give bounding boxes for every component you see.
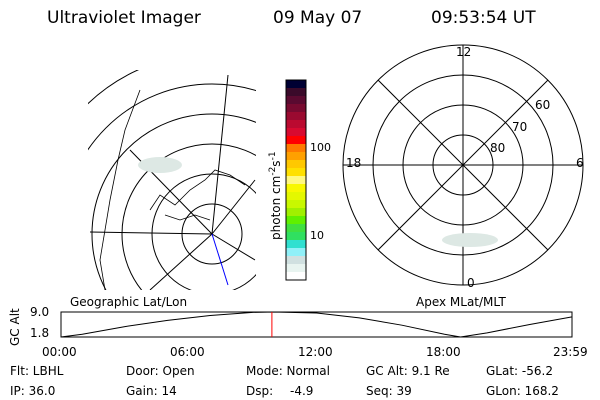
mode-status: Mode: Normal xyxy=(246,364,330,378)
colorbar-frame xyxy=(285,79,307,281)
colorbar-swatch xyxy=(286,264,306,273)
gain-status: Gain: 14 xyxy=(126,384,177,398)
mlt-label-12: 12 xyxy=(456,45,472,59)
x-tick-2359: 23:59 xyxy=(553,345,588,359)
geographic-label: Geographic Lat/Lon xyxy=(70,295,188,309)
colorbar-tick-100: 100 xyxy=(310,141,331,154)
colorbar-swatch xyxy=(286,80,306,89)
polar-plot xyxy=(342,44,584,286)
colorbar-swatch xyxy=(286,256,306,265)
colorbar-swatch xyxy=(286,200,306,209)
colorbar-swatch xyxy=(286,208,306,217)
colorbar-swatch xyxy=(286,104,306,113)
colorbar-swatch xyxy=(286,176,306,185)
colorbar-tick-10: 10 xyxy=(310,229,324,242)
glon-status: GLon: 168.2 xyxy=(486,384,559,398)
mlt-label-0: 0 xyxy=(467,276,475,290)
door-status: Door: Open xyxy=(126,364,195,378)
colorbar-swatch xyxy=(286,192,306,201)
x-tick-0600: 06:00 xyxy=(170,345,205,359)
colorbar xyxy=(286,80,306,281)
x-tick-1200: 12:00 xyxy=(298,345,333,359)
colorbar-swatch xyxy=(286,120,306,129)
glat-status: GLat: -56.2 xyxy=(486,364,553,378)
date-label: 09 May 07 xyxy=(273,8,363,28)
colorbar-swatch xyxy=(286,88,306,97)
colorbar-swatch xyxy=(286,168,306,177)
colorbar-swatch xyxy=(286,112,306,121)
x-tick-0000: 00:00 xyxy=(42,345,77,359)
colorbar-swatch xyxy=(286,136,306,145)
filter-status: Flt: LBHL xyxy=(10,364,64,378)
altitude-plot-frame xyxy=(60,311,573,338)
colorbar-swatch xyxy=(286,272,306,281)
dsp-label: Dsp: xyxy=(246,384,274,398)
colorbar-swatch xyxy=(286,152,306,161)
colorbar-swatch xyxy=(286,128,306,137)
ip-status: IP: 36.0 xyxy=(10,384,56,398)
colorbar-swatch xyxy=(286,144,306,153)
colorbar-swatch xyxy=(286,216,306,225)
colorbar-swatch xyxy=(286,248,306,257)
y-tick-min: 1.8 xyxy=(30,326,50,340)
colorbar-swatch xyxy=(286,96,306,105)
apex-label: Apex MLat/MLT xyxy=(416,295,506,309)
gc-alt-status: GC Alt: 9.1 Re xyxy=(366,364,450,378)
colorbar-swatch xyxy=(286,184,306,193)
altitude-line xyxy=(60,311,573,338)
seq-status: Seq: 39 xyxy=(366,384,412,398)
lat-label-60: 60 xyxy=(535,98,551,112)
colorbar-swatch xyxy=(286,240,306,249)
y-tick-max: 9.0 xyxy=(30,305,50,319)
instrument-title: Ultraviolet Imager xyxy=(47,8,201,28)
colorbar-swatch xyxy=(286,224,306,233)
lat-label-80: 80 xyxy=(490,141,506,155)
time-label: 09:53:54 UT xyxy=(431,8,536,28)
lat-label-70: 70 xyxy=(512,120,528,134)
colorbar-swatch xyxy=(286,160,306,169)
colorbar-swatch xyxy=(286,232,306,241)
colorbar-label: photon cm-2s-1 xyxy=(268,151,283,240)
mlt-label-18: 18 xyxy=(346,156,362,170)
mlt-label-6: 6 xyxy=(576,156,584,170)
dsp-value: -4.9 xyxy=(290,384,314,398)
altitude-axis-label: GC Alt xyxy=(8,308,22,346)
x-tick-1800: 18:00 xyxy=(426,345,461,359)
geographic-map xyxy=(88,70,256,290)
